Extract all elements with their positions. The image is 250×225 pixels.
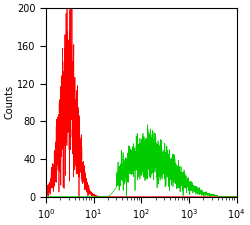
Y-axis label: Counts: Counts bbox=[4, 85, 14, 119]
